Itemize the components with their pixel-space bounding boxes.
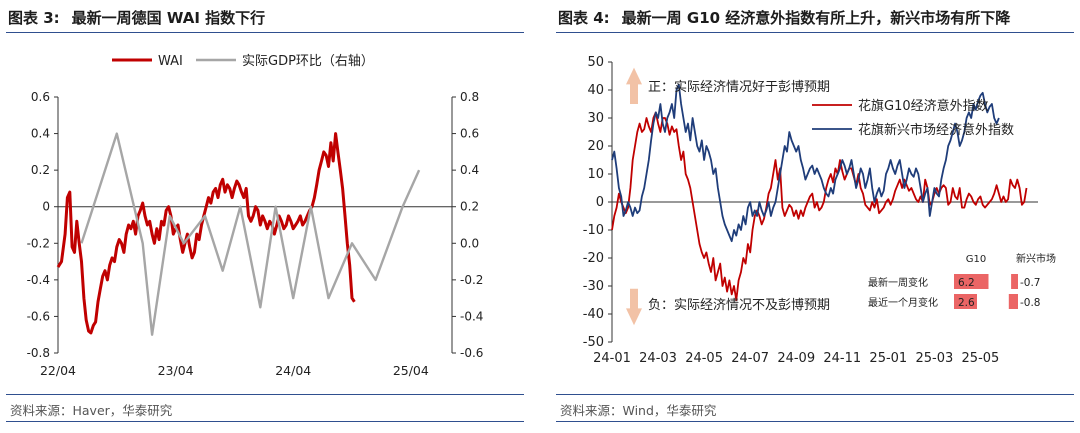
inset-bar-g10	[954, 294, 977, 309]
left-top-rule	[6, 32, 524, 33]
y-tick-label: -50	[583, 335, 604, 350]
legend-label-wai: WAI	[158, 54, 183, 69]
left-chart-panel: 图表 3: 最新一周德国 WAI 指数下行 -0.8 -0.6 -0.4 -0.2 0 0.…	[0, 0, 530, 433]
left-source-text: 资料来源：Haver，华泰研究	[10, 403, 173, 418]
legend-label-g10: 花旗G10经济意外指数	[858, 98, 989, 114]
left-title-text: 最新一周德国 WAI 指数下行	[71, 9, 266, 27]
left-y-tick-label: 0.2	[31, 163, 50, 177]
arrow-up-icon	[626, 67, 642, 104]
right-y-tick-label: -0.4	[460, 309, 483, 323]
x-tick-label: 22/04	[40, 363, 76, 378]
inset-value-em: -0.8	[1020, 297, 1041, 309]
left-chart-svg: -0.8 -0.6 -0.4 -0.2 0 0.2 0.4 0.6 -0.6 -0.4 -0.2 0.…	[27, 54, 484, 378]
right-title-text: 最新一周 G10 经济意外指数有所上升，新兴市场有所下降	[621, 9, 1011, 27]
inset-bar-em	[1011, 274, 1018, 289]
left-y-tick-label: -0.4	[27, 273, 50, 287]
right-chart-svg: -50 -40 -30 -20 -10 0 10 20 30 40 50 24-01 24-03 24-0…	[583, 55, 1056, 366]
y-tick-label: 30	[587, 111, 604, 126]
right-y-tick-label: -0.2	[460, 273, 483, 287]
y-tick-label: 10	[587, 167, 604, 182]
x-tick-label: 24-07	[731, 351, 769, 366]
x-tick-label: 24-11	[823, 351, 861, 366]
series-line-em	[611, 83, 1000, 243]
left-y-tick-label: 0.6	[31, 90, 50, 104]
x-tick-label: 25/04	[393, 363, 429, 378]
y-tick-label: -20	[583, 251, 604, 266]
right-top-rule	[556, 32, 1074, 33]
legend-label-em: 花旗新兴市场经济意外指数	[858, 122, 1014, 138]
x-tick-label: 24-09	[777, 351, 815, 366]
series-line-gdp	[80, 132, 421, 336]
left-y-tick-label: 0	[42, 200, 50, 214]
inset-value-g10: 6.2	[958, 277, 975, 289]
x-tick-label: 24-03	[639, 351, 677, 366]
y-tick-label: 20	[587, 139, 604, 154]
inset-bar-em	[1008, 294, 1018, 309]
inset-bar-g10	[954, 274, 989, 289]
right-y-tick-label: 0.4	[460, 163, 479, 177]
right-y-tick-label: 0.8	[460, 90, 479, 104]
right-y-tick-label: 0.6	[460, 127, 479, 141]
right-figure-label: 图表 4:	[558, 9, 610, 27]
annotation-down: 负：实际经济情况不及彭博预期	[648, 298, 830, 313]
y-tick-label: 0	[596, 195, 604, 210]
x-tick-label: 25-01	[869, 351, 907, 366]
x-tick-label: 24-01	[593, 351, 631, 366]
series-line-g10	[611, 111, 1028, 301]
annotation-up: 正：实际经济情况好于彭博预期	[648, 80, 830, 95]
right-y-tick-label: 0.0	[460, 236, 479, 250]
right-chart-title: 图表 4: 最新一周 G10 经济意外指数有所上升，新兴市场有所下降	[558, 7, 1010, 28]
right-bottom-rule	[556, 394, 1074, 395]
inset-row-label: 最新一周变化	[868, 276, 928, 289]
left-base-rule	[6, 421, 524, 422]
x-tick-label: 24/04	[275, 363, 311, 378]
x-tick-label: 23/04	[158, 363, 194, 378]
y-tick-label: -10	[583, 223, 604, 238]
legend-label-gdp: 实际GDP环比（右轴）	[242, 54, 374, 69]
inset-value-em: -0.7	[1020, 277, 1041, 289]
y-tick-label: 40	[587, 83, 604, 98]
left-y-tick-label: -0.6	[27, 309, 50, 323]
x-tick-label: 24-05	[685, 351, 723, 366]
right-chart-panel: 图表 4: 最新一周 G10 经济意外指数有所上升，新兴市场有所下降 -50 -40…	[550, 0, 1080, 433]
right-y-tick-label: 0.2	[460, 200, 479, 214]
inset-col-em: 新兴市场	[1016, 252, 1056, 265]
y-tick-label: -30	[583, 279, 604, 294]
left-y-tick-label: -0.2	[27, 236, 50, 250]
inset-col-g10: G10	[966, 254, 986, 265]
y-tick-label: 50	[587, 55, 604, 70]
left-y-tick-label: -0.8	[27, 346, 50, 360]
left-bottom-rule	[6, 394, 524, 395]
right-source-text: 资料来源：Wind，华泰研究	[560, 403, 717, 418]
inset-row-label: 最近一个月变化	[868, 296, 938, 309]
right-y-tick-label: -0.6	[460, 346, 483, 360]
left-y-tick-label: 0.4	[31, 127, 50, 141]
x-tick-label: 25-03	[915, 351, 953, 366]
x-tick-label: 25-05	[962, 351, 1000, 366]
left-figure-label: 图表 3:	[8, 9, 60, 27]
right-base-rule	[556, 421, 1074, 422]
y-tick-label: -40	[583, 307, 604, 322]
arrow-down-icon	[626, 288, 642, 326]
left-chart-title: 图表 3: 最新一周德国 WAI 指数下行	[8, 7, 265, 28]
inset-value-g10: 2.6	[958, 297, 975, 309]
series-line-wai	[56, 132, 356, 335]
